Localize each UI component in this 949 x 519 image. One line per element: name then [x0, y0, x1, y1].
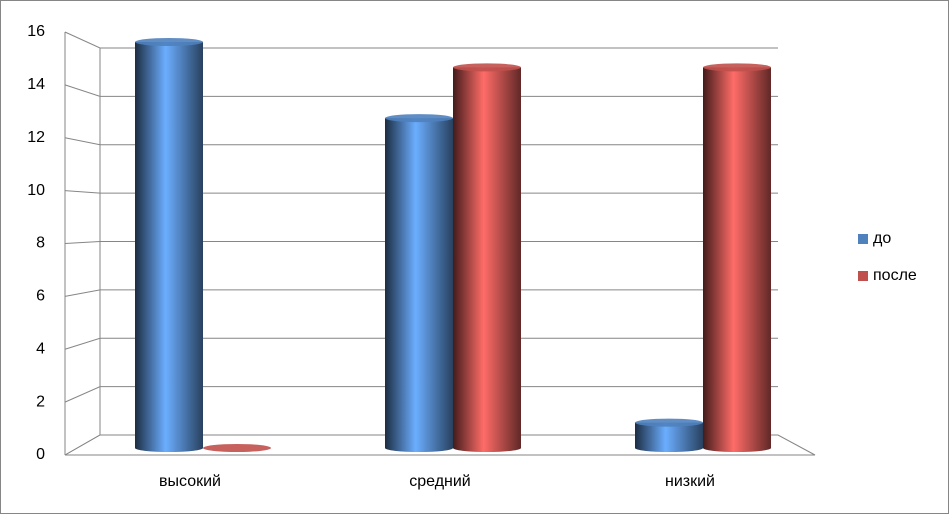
- grid-line: [64, 241, 778, 244]
- bar-top: [453, 63, 521, 72]
- bar-top: [135, 38, 203, 46]
- y-tick-label: 16: [27, 23, 45, 40]
- bar: [385, 114, 453, 452]
- grid-line: [64, 434, 778, 456]
- x-tick-label: высокий: [159, 473, 221, 490]
- bar-top: [203, 444, 271, 452]
- y-tick-label: 10: [27, 182, 45, 199]
- grid-line: [64, 31, 778, 49]
- bar-body: [453, 67, 521, 452]
- grid-line: [64, 289, 778, 297]
- legend-swatch: [858, 234, 868, 244]
- y-tick-label: 2: [36, 393, 45, 410]
- bar-body: [635, 422, 703, 452]
- x-tick-label: средний: [409, 473, 471, 490]
- legend-label: до: [873, 230, 891, 247]
- bar: [135, 38, 203, 452]
- grid-line: [64, 137, 778, 146]
- grid-line: [64, 386, 778, 403]
- y-tick-label: 6: [36, 288, 45, 305]
- bar-body: [703, 67, 771, 452]
- bar-body: [135, 42, 203, 452]
- y-tick-label: 0: [36, 446, 45, 463]
- y-tick-label: 14: [27, 76, 45, 93]
- bar-top: [703, 63, 771, 72]
- bar-top: [385, 114, 453, 123]
- y-tick-label: 12: [27, 129, 45, 146]
- y-tick-label: 4: [36, 340, 45, 357]
- bar: [203, 444, 271, 452]
- legend-swatch: [858, 271, 868, 281]
- bar: [703, 63, 771, 452]
- y-tick-label: 8: [36, 235, 45, 252]
- bar-top: [635, 418, 703, 427]
- x-tick-label: низкий: [665, 473, 715, 490]
- legend-label: после: [873, 267, 917, 284]
- grid-line: [64, 84, 778, 97]
- bar: [453, 63, 521, 452]
- bar: [635, 418, 703, 452]
- grid-line: [64, 190, 778, 194]
- bar-body: [385, 118, 453, 452]
- grid-line: [64, 337, 778, 350]
